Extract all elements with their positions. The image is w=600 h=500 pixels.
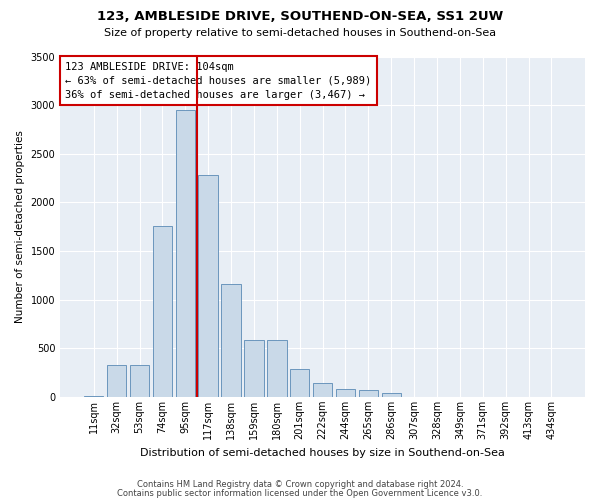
Bar: [221, 284, 241, 397]
Bar: [359, 390, 378, 397]
Bar: [313, 384, 332, 397]
Bar: [107, 365, 127, 397]
Bar: [84, 396, 103, 397]
Text: 123 AMBLESIDE DRIVE: 104sqm
← 63% of semi-detached houses are smaller (5,989)
36: 123 AMBLESIDE DRIVE: 104sqm ← 63% of sem…: [65, 62, 371, 100]
Text: Size of property relative to semi-detached houses in Southend-on-Sea: Size of property relative to semi-detach…: [104, 28, 496, 38]
Bar: [152, 226, 172, 397]
Bar: [199, 175, 218, 397]
Bar: [336, 389, 355, 397]
X-axis label: Distribution of semi-detached houses by size in Southend-on-Sea: Distribution of semi-detached houses by …: [140, 448, 505, 458]
Bar: [382, 393, 401, 397]
Text: Contains HM Land Registry data © Crown copyright and database right 2024.: Contains HM Land Registry data © Crown c…: [137, 480, 463, 489]
Bar: [130, 365, 149, 397]
Bar: [244, 340, 263, 397]
Bar: [267, 340, 287, 397]
Text: 123, AMBLESIDE DRIVE, SOUTHEND-ON-SEA, SS1 2UW: 123, AMBLESIDE DRIVE, SOUTHEND-ON-SEA, S…: [97, 10, 503, 23]
Y-axis label: Number of semi-detached properties: Number of semi-detached properties: [15, 130, 25, 323]
Bar: [290, 368, 310, 397]
Text: Contains public sector information licensed under the Open Government Licence v3: Contains public sector information licen…: [118, 490, 482, 498]
Bar: [176, 110, 195, 397]
